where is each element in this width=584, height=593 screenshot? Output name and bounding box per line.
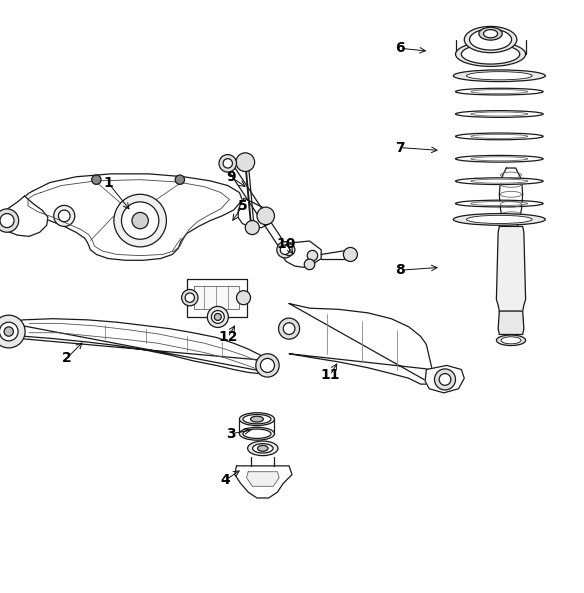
Polygon shape: [0, 196, 48, 237]
Circle shape: [256, 354, 279, 377]
Circle shape: [0, 315, 25, 348]
Ellipse shape: [467, 215, 532, 224]
Circle shape: [219, 155, 237, 172]
Circle shape: [277, 241, 293, 258]
Text: 8: 8: [395, 263, 405, 277]
Circle shape: [260, 358, 274, 372]
Ellipse shape: [471, 157, 528, 161]
Text: 3: 3: [226, 427, 235, 441]
Circle shape: [214, 314, 221, 320]
Ellipse shape: [456, 200, 543, 207]
Polygon shape: [246, 471, 279, 486]
Circle shape: [280, 245, 290, 254]
Ellipse shape: [496, 335, 526, 346]
Text: 10: 10: [276, 237, 296, 251]
Circle shape: [0, 209, 19, 232]
Circle shape: [175, 175, 185, 184]
Text: 1: 1: [103, 176, 113, 190]
Text: 11: 11: [320, 368, 340, 382]
Ellipse shape: [243, 429, 271, 438]
Ellipse shape: [471, 112, 528, 116]
Circle shape: [223, 159, 232, 168]
Circle shape: [304, 259, 315, 270]
Circle shape: [211, 311, 224, 323]
Ellipse shape: [471, 202, 528, 206]
Polygon shape: [19, 174, 242, 260]
Ellipse shape: [456, 155, 543, 162]
Circle shape: [0, 213, 14, 228]
Polygon shape: [498, 311, 524, 334]
Circle shape: [283, 244, 295, 256]
Circle shape: [207, 307, 228, 327]
Ellipse shape: [456, 133, 543, 140]
Text: 6: 6: [395, 42, 405, 55]
Polygon shape: [235, 466, 292, 498]
Text: 2: 2: [62, 351, 72, 365]
Ellipse shape: [484, 30, 498, 38]
Circle shape: [257, 207, 274, 225]
Polygon shape: [499, 168, 523, 222]
Ellipse shape: [461, 44, 520, 64]
Polygon shape: [289, 304, 432, 384]
Ellipse shape: [453, 213, 545, 225]
Ellipse shape: [479, 27, 502, 40]
Text: 7: 7: [395, 141, 405, 155]
Ellipse shape: [252, 444, 273, 453]
Polygon shape: [7, 318, 269, 374]
Polygon shape: [194, 286, 239, 310]
Circle shape: [434, 369, 456, 390]
Polygon shape: [496, 227, 526, 311]
Circle shape: [0, 322, 18, 341]
Ellipse shape: [464, 27, 517, 53]
Ellipse shape: [243, 415, 271, 424]
Polygon shape: [238, 199, 272, 228]
Text: 5: 5: [238, 199, 247, 213]
Ellipse shape: [456, 42, 526, 66]
Circle shape: [114, 195, 166, 247]
Circle shape: [439, 374, 451, 385]
Ellipse shape: [239, 428, 274, 440]
Circle shape: [54, 205, 75, 227]
Circle shape: [279, 318, 300, 339]
Circle shape: [58, 210, 70, 222]
Ellipse shape: [456, 88, 543, 95]
Circle shape: [182, 289, 198, 306]
Ellipse shape: [248, 441, 278, 455]
Ellipse shape: [467, 72, 532, 80]
Polygon shape: [425, 365, 464, 393]
Ellipse shape: [470, 29, 512, 50]
Ellipse shape: [258, 445, 268, 451]
Text: 9: 9: [226, 170, 235, 184]
Circle shape: [4, 327, 13, 336]
Ellipse shape: [501, 337, 521, 344]
Circle shape: [283, 323, 295, 334]
Text: 12: 12: [218, 330, 238, 345]
Ellipse shape: [456, 111, 543, 117]
Ellipse shape: [471, 90, 528, 94]
Circle shape: [343, 247, 357, 262]
Circle shape: [245, 221, 259, 235]
Ellipse shape: [471, 179, 528, 183]
Polygon shape: [187, 279, 247, 317]
Ellipse shape: [453, 70, 545, 82]
Circle shape: [307, 250, 318, 261]
Circle shape: [121, 202, 159, 239]
Circle shape: [132, 212, 148, 229]
Circle shape: [92, 175, 101, 184]
Ellipse shape: [456, 178, 543, 184]
Ellipse shape: [251, 416, 263, 422]
Polygon shape: [280, 241, 321, 267]
Ellipse shape: [471, 135, 528, 138]
Circle shape: [236, 153, 255, 171]
Ellipse shape: [239, 413, 274, 426]
Circle shape: [185, 293, 194, 302]
Text: 4: 4: [220, 473, 230, 487]
Circle shape: [237, 291, 251, 305]
